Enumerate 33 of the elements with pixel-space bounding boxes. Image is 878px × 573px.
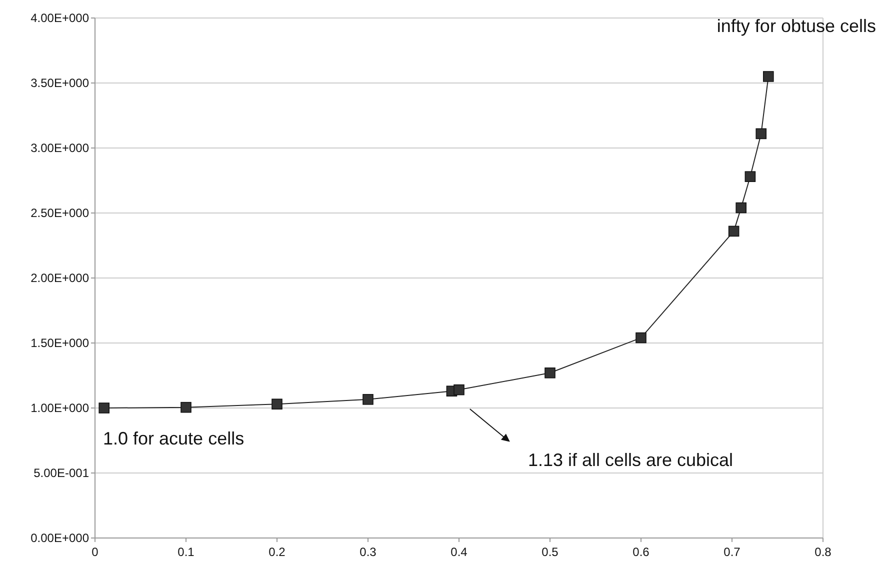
point xyxy=(756,128,767,140)
x-tick-label: 0.8 xyxy=(814,545,832,559)
point xyxy=(736,202,746,214)
point xyxy=(362,394,374,405)
x-tick-label: 0.3 xyxy=(360,545,377,559)
y-tick-label: 4.00E+000 xyxy=(30,11,90,26)
point xyxy=(272,398,282,410)
y-tick-label: 3.00E+000 xyxy=(30,141,90,156)
x-tick-label: 0.1 xyxy=(178,545,195,559)
annotation: infty for obtuse cells xyxy=(716,16,876,36)
x-tick-label: 0.2 xyxy=(268,545,286,559)
y-tick-label: 1.00E+000 xyxy=(30,401,90,416)
y-tick-label: 2.50E+000 xyxy=(30,206,90,220)
y-tick-label: 2.00E+000 xyxy=(30,271,90,286)
x-tick-label: 0 xyxy=(92,545,99,559)
x-tick-label: 0.5 xyxy=(542,545,559,559)
point xyxy=(763,71,774,82)
point xyxy=(454,384,464,396)
annotation: 1.0 for acute cells xyxy=(103,428,244,448)
point xyxy=(98,402,110,414)
point xyxy=(744,171,756,182)
x-tick-label: 0.4 xyxy=(450,545,468,559)
x-tick-label: 0.6 xyxy=(632,545,650,559)
annotation: 1.13 if all cells are cubical xyxy=(528,450,734,470)
point xyxy=(636,332,646,344)
point xyxy=(728,226,740,237)
y-tick-label: 5.00E-001 xyxy=(34,466,90,480)
y-tick-label: 1.50E+000 xyxy=(30,336,90,350)
point xyxy=(180,402,192,413)
point xyxy=(544,368,556,378)
x-tick-label: 0.7 xyxy=(724,545,741,559)
y-tick-label: 3.50E+000 xyxy=(30,76,90,90)
y-tick-label: 0.00E+000 xyxy=(30,531,90,546)
